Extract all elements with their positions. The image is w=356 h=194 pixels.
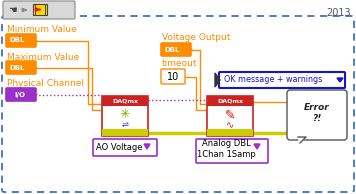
FancyBboxPatch shape [287,90,347,140]
FancyBboxPatch shape [6,61,36,74]
FancyBboxPatch shape [6,88,36,101]
FancyBboxPatch shape [207,129,253,136]
Text: ✳: ✳ [120,108,130,121]
Text: 10: 10 [167,72,179,81]
FancyBboxPatch shape [207,96,253,106]
Polygon shape [144,144,150,149]
Text: 2013: 2013 [326,8,351,18]
FancyBboxPatch shape [33,4,47,15]
Text: DBL: DBL [9,64,25,70]
FancyBboxPatch shape [102,96,148,106]
Text: ⇌: ⇌ [121,120,129,130]
FancyBboxPatch shape [2,16,354,192]
Text: DAQmx: DAQmx [112,99,138,104]
FancyBboxPatch shape [196,139,268,163]
FancyBboxPatch shape [102,96,148,136]
FancyBboxPatch shape [161,43,191,56]
Text: OK message + warnings: OK message + warnings [224,75,322,85]
Text: Maximum Value: Maximum Value [7,53,79,61]
FancyBboxPatch shape [102,129,148,136]
FancyBboxPatch shape [207,96,253,136]
Polygon shape [337,78,343,82]
FancyBboxPatch shape [161,69,185,84]
Text: ☚: ☚ [9,5,17,15]
Polygon shape [254,144,260,149]
Text: Voltage Output: Voltage Output [162,33,230,42]
Text: I/O: I/O [15,92,26,98]
FancyBboxPatch shape [3,1,75,19]
FancyBboxPatch shape [93,139,157,156]
FancyBboxPatch shape [6,34,36,47]
Text: DAQmx: DAQmx [217,99,243,104]
Text: Minimum Value: Minimum Value [7,25,77,35]
Text: Analog DBL
1Chan 1Samp: Analog DBL 1Chan 1Samp [197,139,255,159]
Text: Error
?!: Error ?! [304,103,330,123]
Polygon shape [298,137,306,143]
Text: AO Voltage: AO Voltage [96,143,142,152]
FancyBboxPatch shape [219,72,345,88]
Polygon shape [215,73,220,87]
Text: DBL: DBL [9,37,25,43]
Text: ✎: ✎ [225,108,235,121]
Text: Physical Channel: Physical Channel [7,80,84,88]
Text: ∿: ∿ [226,120,234,130]
Text: timeout: timeout [162,60,198,68]
Text: DBL: DBL [164,47,180,53]
